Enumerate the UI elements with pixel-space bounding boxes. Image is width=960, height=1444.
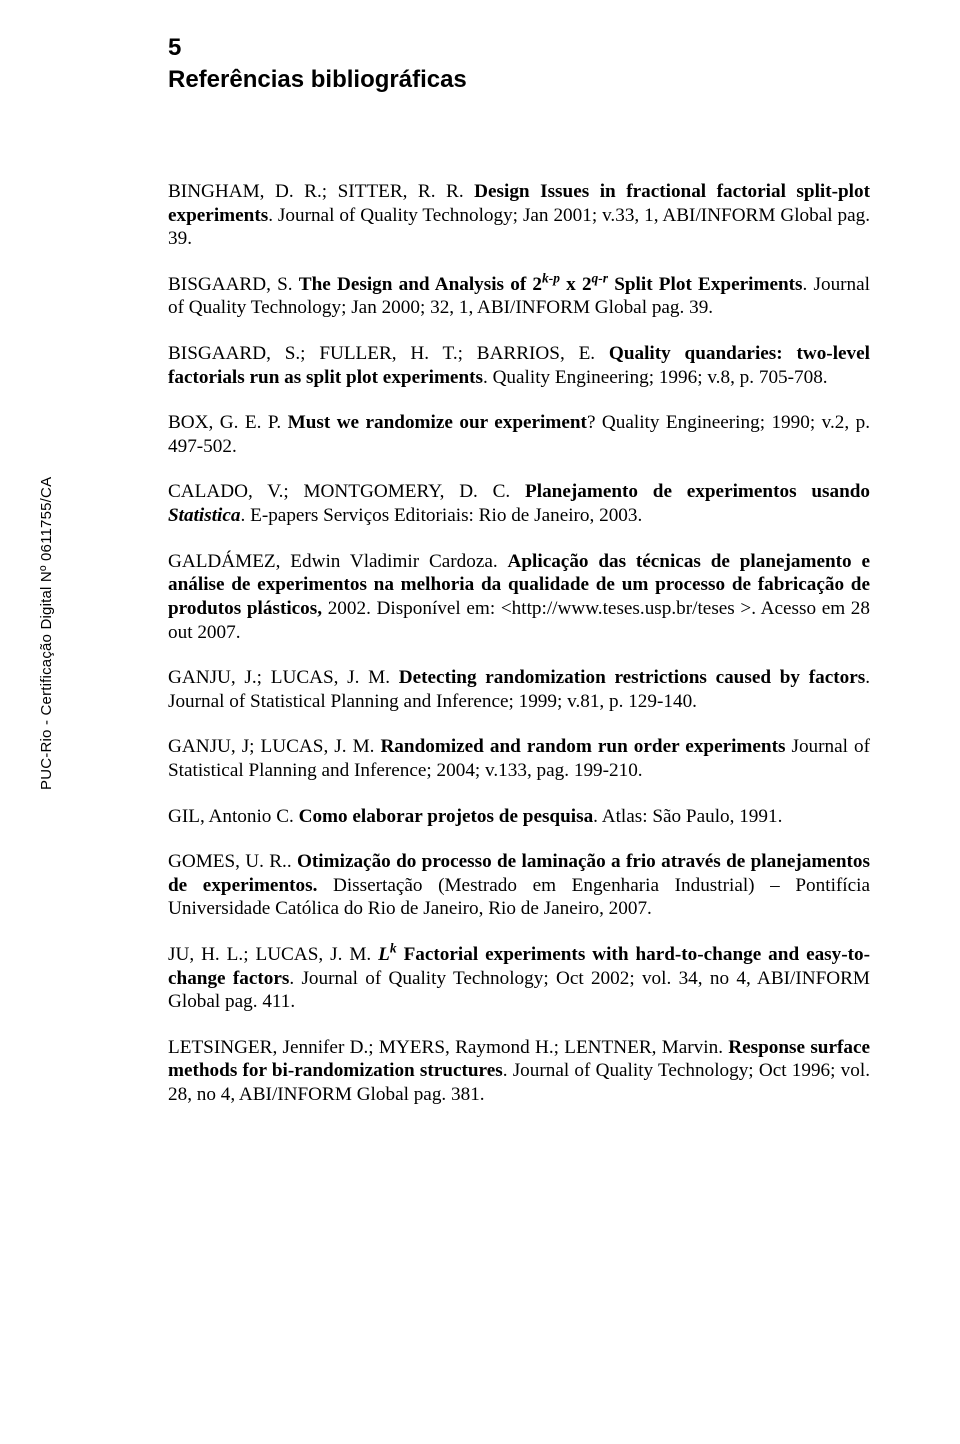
ref-authors: LETSINGER, Jennifer D.; MYERS, Raymond H… — [168, 1037, 728, 1058]
reference-entry: JU, H. L.; LUCAS, J. M. Lk Factorial exp… — [168, 943, 870, 1014]
ref-authors: BINGHAM, D. R.; SITTER, R. R. — [168, 181, 474, 202]
ref-authors: GANJU, J.; LUCAS, J. M. — [168, 667, 399, 688]
ref-title: Must we randomize our experiment — [288, 412, 587, 433]
chapter-title: Referências bibliográficas — [168, 66, 870, 94]
ref-year: 2002 — [328, 598, 366, 619]
reference-entry: LETSINGER, Jennifer D.; MYERS, Raymond H… — [168, 1036, 870, 1107]
ref-title: The Design and Analysis of 2k-p x 2q-r S… — [299, 274, 803, 295]
ref-tail: . Quality Engineering; 1996; v.8, p. 705… — [483, 367, 828, 388]
ref-authors: BISGAARD, S.; FULLER, H. T.; BARRIOS, E. — [168, 343, 609, 364]
ref-title: Como elaborar projetos de pesquisa — [299, 806, 594, 827]
ref-authors: CALADO, V.; MONTGOMERY, D. C. — [168, 481, 525, 502]
chapter-number: 5 — [168, 34, 870, 62]
ref-authors: BISGAARD, S. — [168, 274, 299, 295]
reference-entry: GANJU, J.; LUCAS, J. M. Detecting random… — [168, 666, 870, 713]
reference-entry: BOX, G. E. P. Must we randomize our expe… — [168, 411, 870, 458]
ref-authors: GANJU, J; LUCAS, J. M. — [168, 736, 380, 757]
ref-title: Detecting randomization restrictions cau… — [399, 667, 865, 688]
reference-entry: CALADO, V.; MONTGOMERY, D. C. Planejamen… — [168, 480, 870, 527]
ref-authors: JU, H. L.; LUCAS, J. M. — [168, 944, 378, 965]
ref-authors: BOX, G. E. P. — [168, 412, 288, 433]
page: PUC-Rio - Certificação Digital Nº 061175… — [0, 0, 960, 1444]
ref-title: Randomized and random run order experime… — [380, 736, 785, 757]
ref-authors: GIL, Antonio C. — [168, 806, 299, 827]
reference-entry: BISGAARD, S. The Design and Analysis of … — [168, 273, 870, 320]
reference-entry: GOMES, U. R.. Otimização do processo de … — [168, 850, 870, 921]
reference-entry: GANJU, J; LUCAS, J. M. Randomized and ra… — [168, 735, 870, 782]
ref-authors: GOMES, U. R.. — [168, 851, 297, 872]
reference-entry: BINGHAM, D. R.; SITTER, R. R. Design Iss… — [168, 180, 870, 251]
reference-entry: BISGAARD, S.; FULLER, H. T.; BARRIOS, E.… — [168, 342, 870, 389]
ref-tail: . Atlas: São Paulo, 1991. — [593, 806, 782, 827]
certification-sidebar-label: PUC-Rio - Certificação Digital Nº 061175… — [38, 477, 55, 790]
ref-title-prefix: Lk — [378, 944, 396, 965]
ref-tail: . Journal of Quality Technology; Jan 200… — [168, 205, 870, 250]
ref-authors: GALDÁMEZ, Edwin Vladimir Cardoza. — [168, 551, 508, 572]
reference-entry: GALDÁMEZ, Edwin Vladimir Cardoza. Aplica… — [168, 550, 870, 644]
reference-entry: GIL, Antonio C. Como elaborar projetos d… — [168, 805, 870, 829]
ref-tail: . E-papers Serviços Editoriais: Rio de J… — [241, 505, 643, 526]
